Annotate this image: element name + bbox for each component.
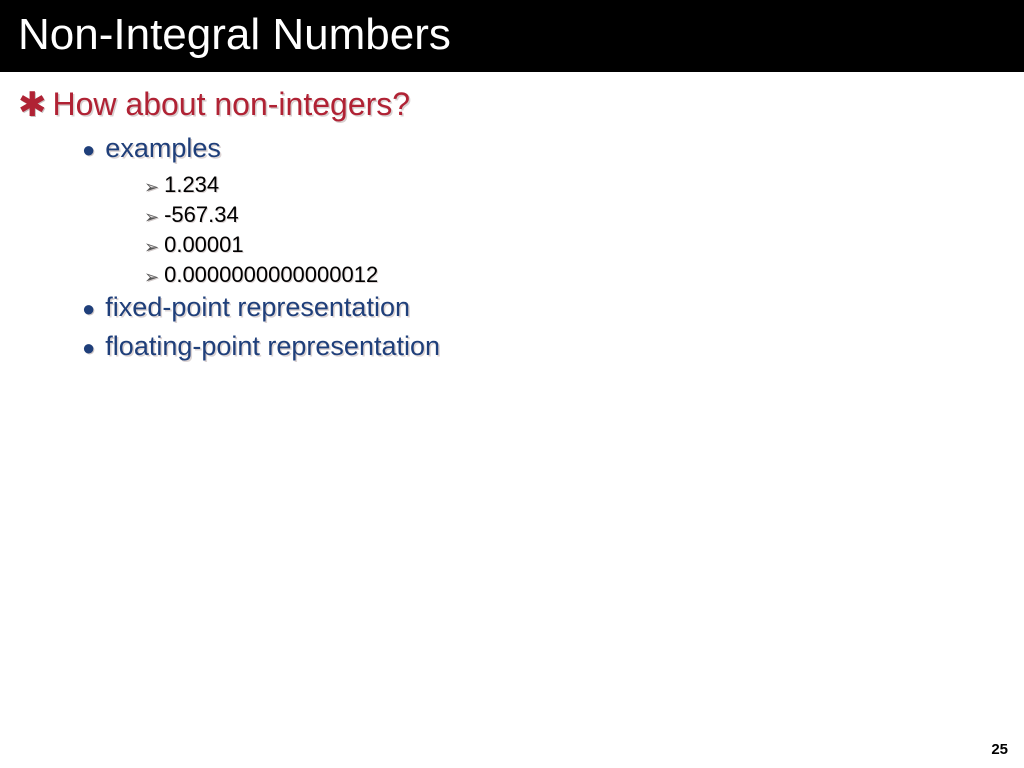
bullet-text: floating-point representation xyxy=(105,331,440,362)
bullet-row: ● fixed-point representation xyxy=(82,292,1024,323)
bullet-text: fixed-point representation xyxy=(105,292,410,323)
bullet-row: ● examples xyxy=(82,133,1024,164)
disc-icon: ● xyxy=(82,298,95,320)
sub-bullet-text: -567.34 xyxy=(164,202,239,228)
bullet-row: ● floating-point representation xyxy=(82,331,1024,362)
sub-bullet-text: 0.0000000000000012 xyxy=(164,262,378,288)
sub-bullet-row: ➢ 0.0000000000000012 xyxy=(144,262,1024,288)
sub-bullet-text: 0.00001 xyxy=(164,232,244,258)
sub-bullet-text: 1.234 xyxy=(164,172,219,198)
chevron-right-icon: ➢ xyxy=(144,238,159,256)
heading-row: ✱ How about non-integers? xyxy=(18,86,1024,123)
slide-title: Non-Integral Numbers xyxy=(18,10,451,59)
heading-text: How about non-integers? xyxy=(53,86,411,123)
page-number: 25 xyxy=(991,741,1008,758)
disc-icon: ● xyxy=(82,139,95,161)
chevron-right-icon: ➢ xyxy=(144,268,159,286)
bullet-text: examples xyxy=(105,133,221,164)
sub-bullet-row: ➢ 1.234 xyxy=(144,172,1024,198)
chevron-right-icon: ➢ xyxy=(144,208,159,226)
slide-body: ✱ How about non-integers? ● examples ➢ 1… xyxy=(0,72,1024,362)
star-icon: ✱ xyxy=(18,88,47,122)
sub-bullet-row: ➢ 0.00001 xyxy=(144,232,1024,258)
disc-icon: ● xyxy=(82,337,95,359)
slide-title-bar: Non-Integral Numbers xyxy=(0,0,1024,72)
chevron-right-icon: ➢ xyxy=(144,178,159,196)
sub-bullet-row: ➢ -567.34 xyxy=(144,202,1024,228)
